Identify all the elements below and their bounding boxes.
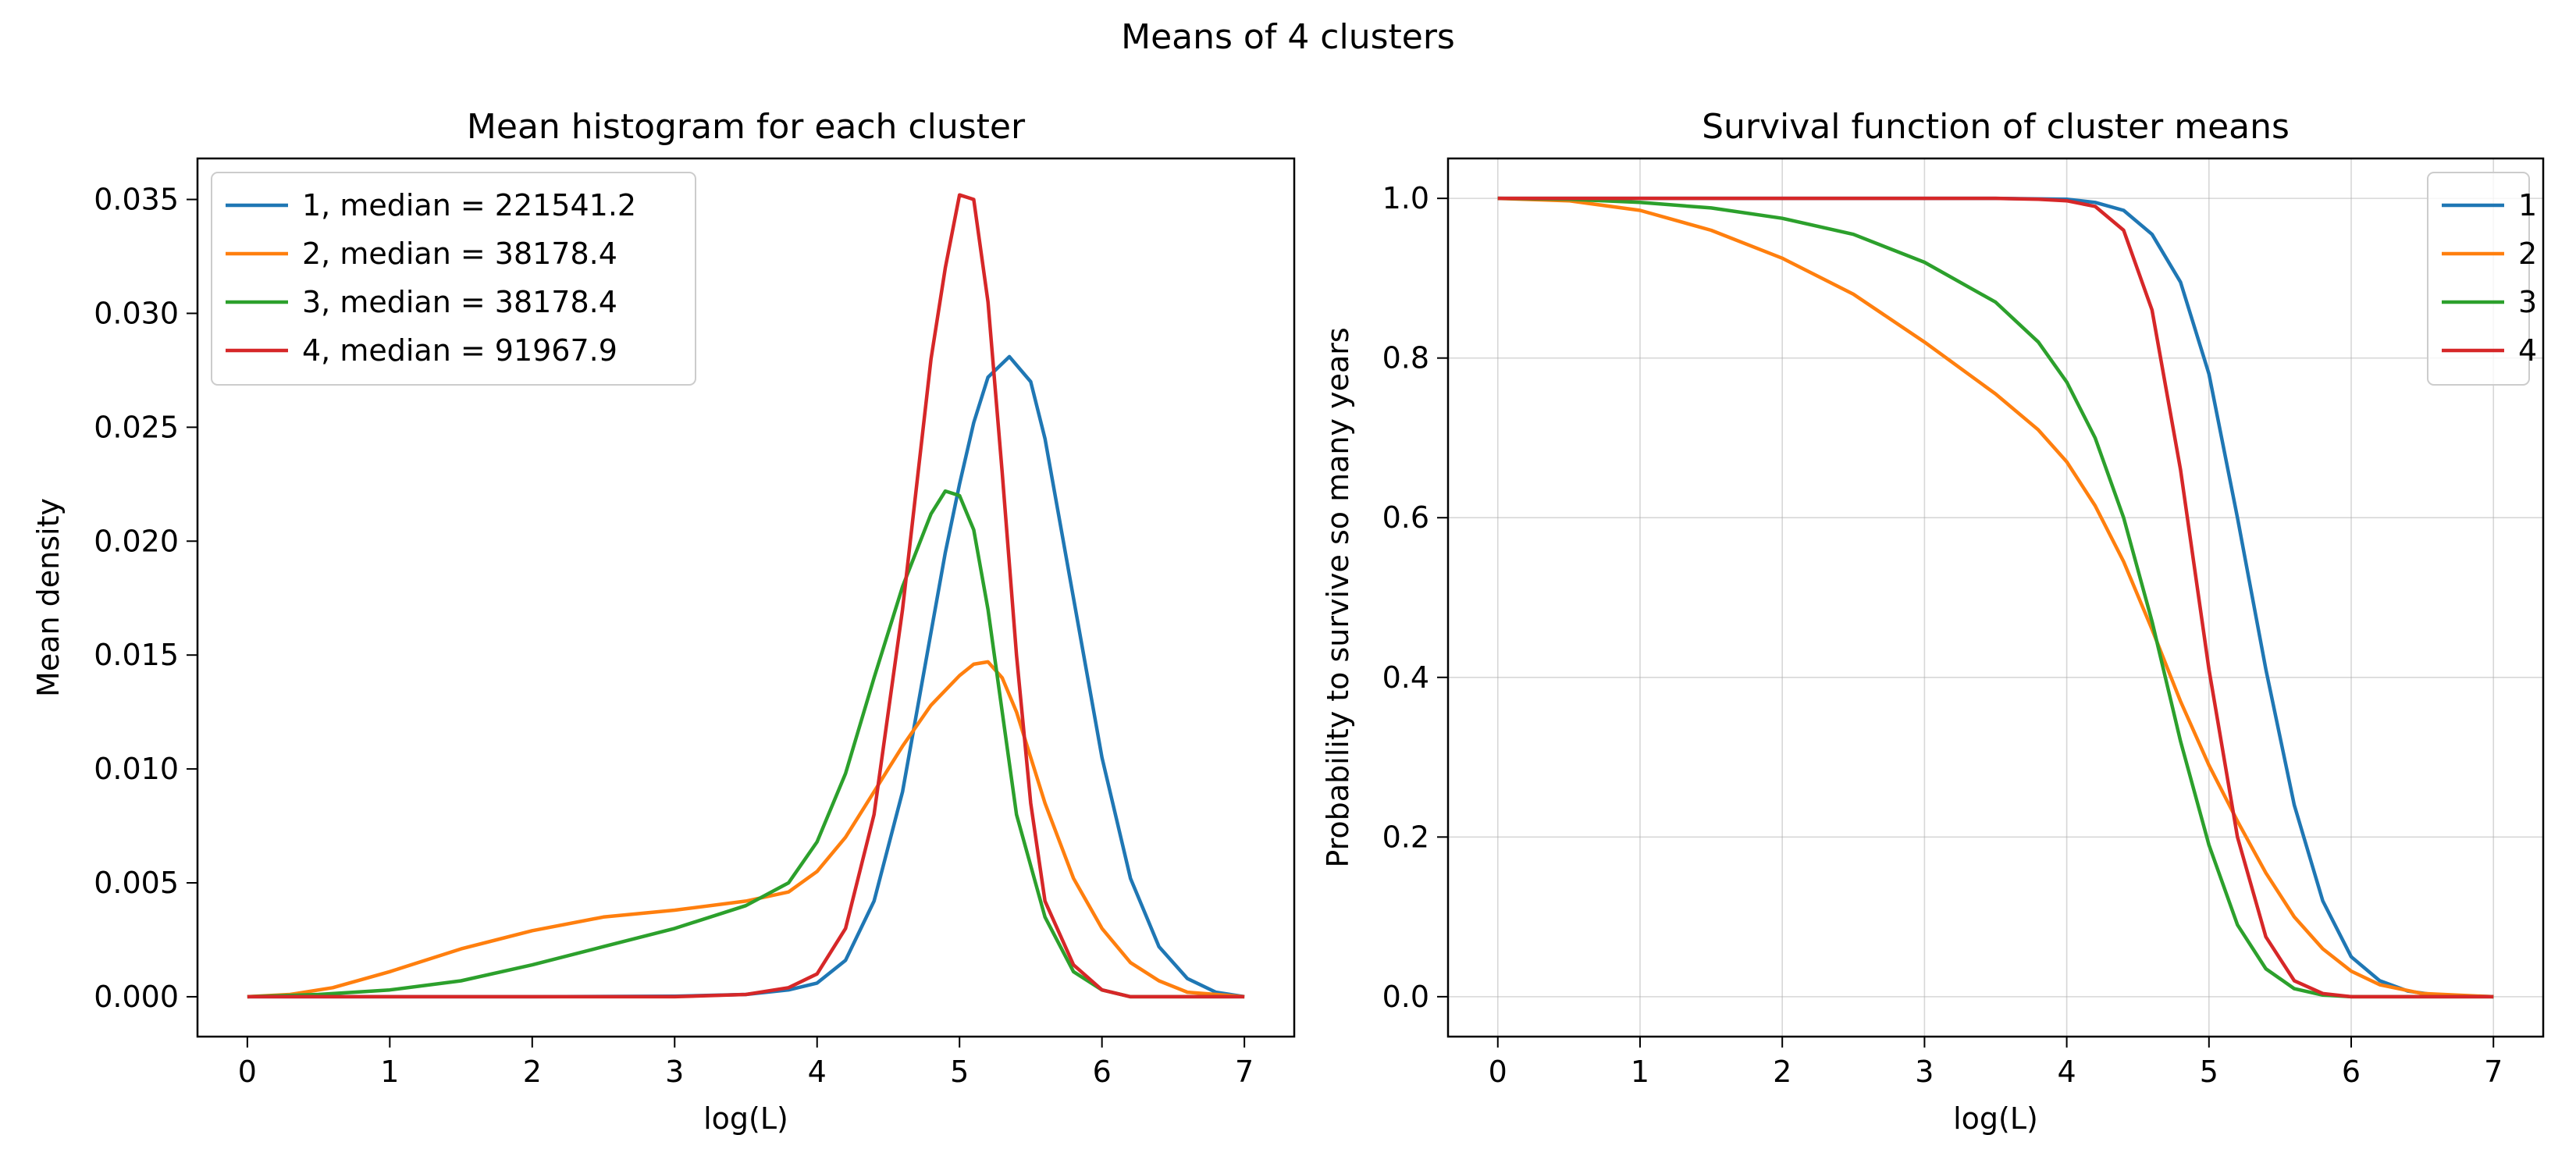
x-tick-label: 0 bbox=[1489, 1055, 1507, 1089]
legend-entry-label: 3 bbox=[2518, 285, 2537, 319]
legend-entry-label: 1, median = 221541.2 bbox=[302, 188, 636, 222]
x-tick-label: 1 bbox=[1631, 1055, 1649, 1089]
y-tick-label: 0.015 bbox=[94, 638, 179, 672]
survival-title: Survival function of cluster means bbox=[1702, 107, 2290, 147]
y-tick-label: 0.020 bbox=[94, 524, 179, 558]
x-tick-label: 5 bbox=[2200, 1055, 2218, 1089]
histogram-title: Mean histogram for each cluster bbox=[467, 107, 1026, 147]
series-line-1 bbox=[1497, 196, 2494, 999]
x-tick-label: 2 bbox=[523, 1055, 542, 1089]
survival-legend: 1 2 3 4 bbox=[2427, 172, 2537, 386]
series-line-2 bbox=[1497, 196, 2494, 999]
legend-entry-label: 4, median = 91967.9 bbox=[302, 333, 617, 368]
x-tick-label: 6 bbox=[2342, 1055, 2361, 1089]
survival-y-axis-label: Probability to survive so many years bbox=[1321, 327, 1355, 867]
y-tick-label: 0.4 bbox=[1382, 660, 1429, 695]
y-tick-label: 1.0 bbox=[1382, 181, 1429, 215]
survival-series-lines bbox=[1497, 196, 2494, 999]
x-tick-label: 5 bbox=[950, 1055, 969, 1089]
series-line-2 bbox=[247, 660, 1245, 999]
x-tick-label: 4 bbox=[2058, 1055, 2076, 1089]
x-tick-label: 3 bbox=[1915, 1055, 1934, 1089]
survival-plot-area bbox=[1446, 157, 2545, 1038]
survival-ticks: 0 1 2 3 4 5 6 7 0.0 0.2 0.4 0.6 0.8 1.0 bbox=[1382, 181, 2503, 1089]
legend-box bbox=[2427, 172, 2530, 386]
histogram-x-axis-label: log(L) bbox=[703, 1101, 788, 1136]
histogram-legend: 1, median = 221541.2 2, median = 38178.4 3… bbox=[211, 172, 696, 386]
y-tick-label: 0.030 bbox=[94, 296, 179, 330]
legend-entry-label: 1 bbox=[2518, 188, 2537, 222]
y-tick-label: 0.025 bbox=[94, 410, 179, 444]
x-tick-label: 1 bbox=[380, 1055, 399, 1089]
y-tick-label: 0.035 bbox=[94, 183, 179, 217]
legend-entry-label: 4 bbox=[2518, 333, 2537, 368]
y-tick-label: 0.005 bbox=[94, 866, 179, 900]
legend-entry-label: 2, median = 38178.4 bbox=[302, 237, 617, 271]
y-tick-label: 0.2 bbox=[1382, 820, 1429, 854]
y-tick-label: 0.0 bbox=[1382, 980, 1429, 1014]
legend-entry-label: 3, median = 38178.4 bbox=[302, 285, 617, 319]
histogram-series-lines bbox=[247, 193, 1245, 999]
x-tick-label: 7 bbox=[1235, 1055, 1254, 1089]
x-tick-label: 6 bbox=[1093, 1055, 1112, 1089]
series-line-3 bbox=[247, 489, 1245, 999]
y-tick-label: 0.010 bbox=[94, 752, 179, 786]
series-line-4 bbox=[1497, 196, 2494, 999]
survival-x-axis-label: log(L) bbox=[1953, 1101, 2038, 1136]
series-line-4 bbox=[247, 193, 1245, 999]
x-tick-label: 3 bbox=[665, 1055, 684, 1089]
legend-box bbox=[211, 172, 696, 386]
histogram-ticks: 0 1 2 3 4 5 6 7 0.000 0.005 0.010 0.015 0.020 0.025 0.… bbox=[94, 183, 1254, 1089]
survival-panel: 0 1 2 3 4 5 6 7 0.0 0.2 0.4 0.6 0.8 1.0 Survival func… bbox=[1321, 107, 2545, 1136]
y-tick-label: 0.6 bbox=[1382, 500, 1429, 535]
histogram-plot-area bbox=[196, 157, 1296, 1038]
x-tick-label: 4 bbox=[808, 1055, 827, 1089]
histogram-y-axis-label: Mean density bbox=[31, 498, 66, 697]
figure-suptitle: Means of 4 clusters bbox=[1121, 17, 1455, 57]
survival-grid bbox=[1448, 158, 2543, 1037]
x-tick-label: 7 bbox=[2484, 1055, 2503, 1089]
y-tick-label: 0.000 bbox=[94, 980, 179, 1014]
x-tick-label: 2 bbox=[1773, 1055, 1791, 1089]
y-tick-label: 0.8 bbox=[1382, 341, 1429, 375]
series-line-3 bbox=[1497, 196, 2494, 999]
legend-entry-label: 2 bbox=[2518, 237, 2537, 271]
x-tick-label: 0 bbox=[238, 1055, 257, 1089]
histogram-panel: 0 1 2 3 4 5 6 7 0.000 0.005 0.010 0.015 0.020 0.025 0.… bbox=[31, 107, 1296, 1136]
